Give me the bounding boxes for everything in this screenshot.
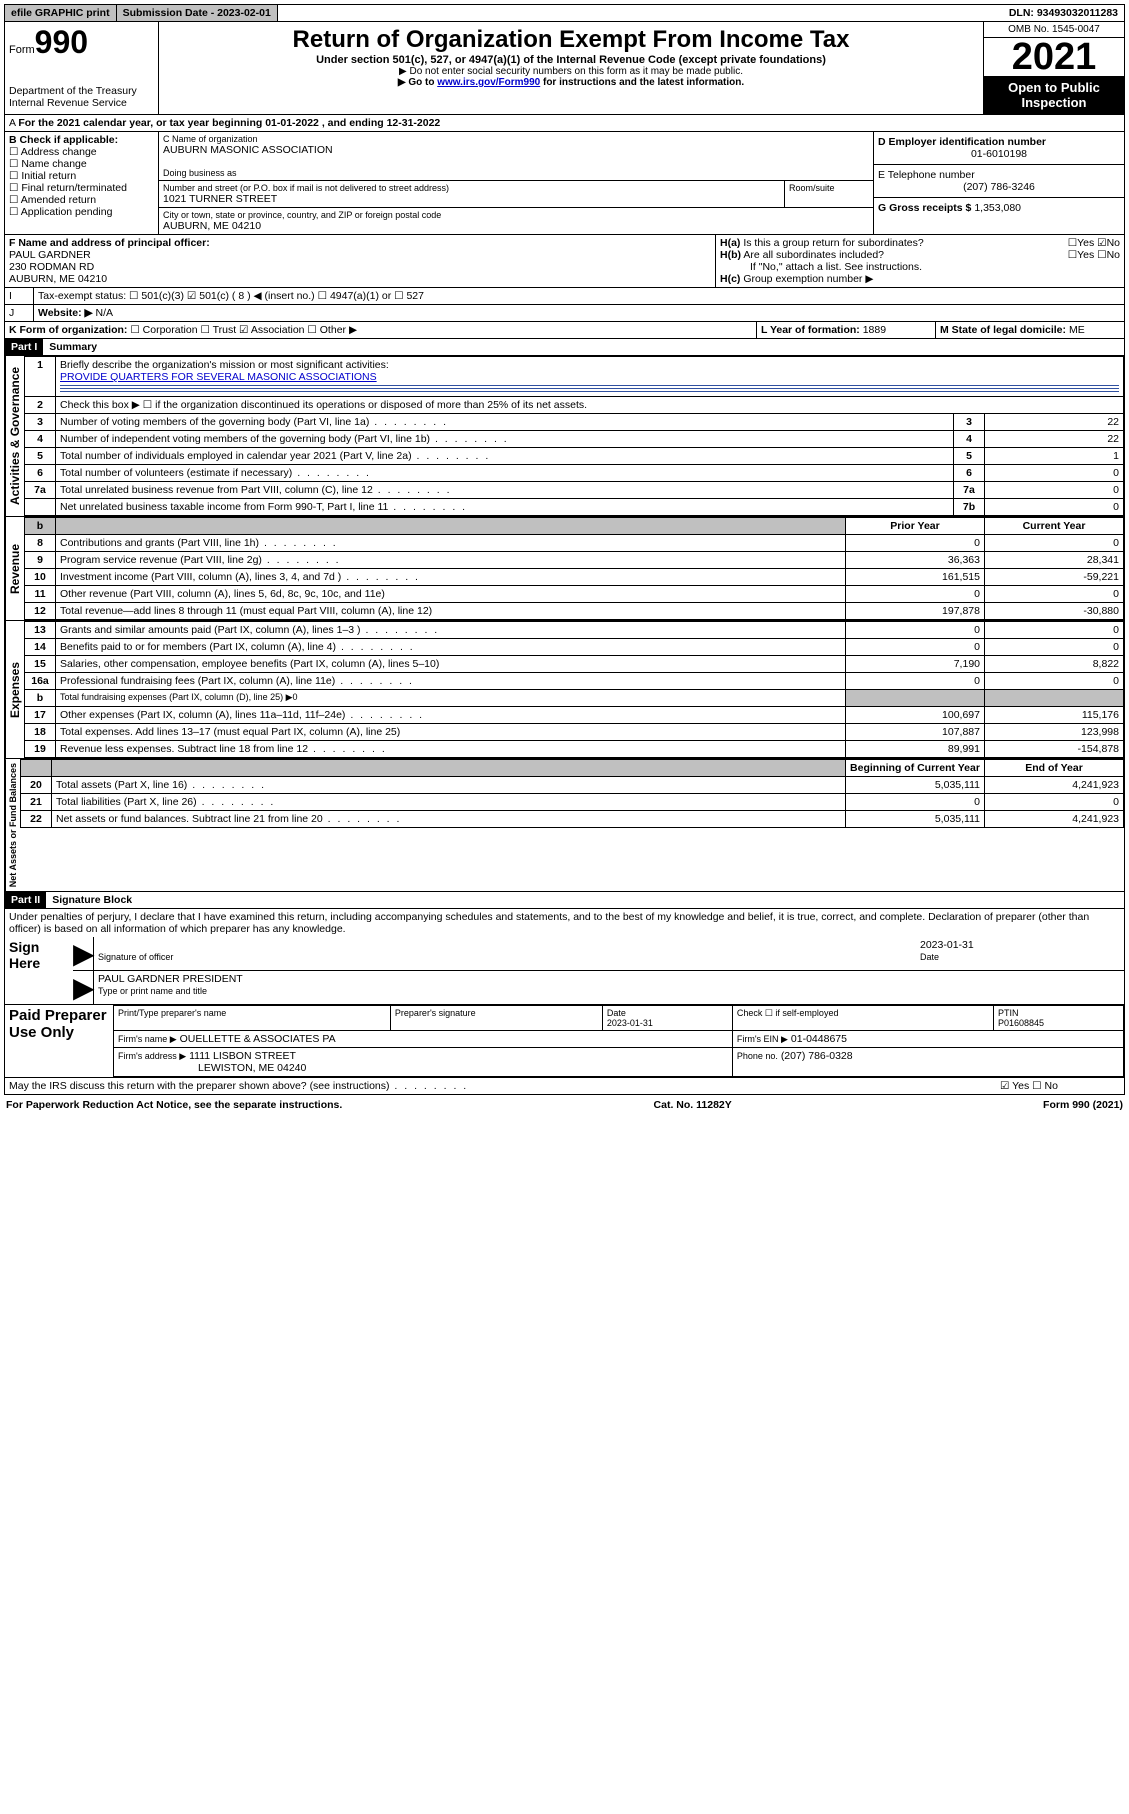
note-link: ▶ Go to www.irs.gov/Form990 for instruct…: [163, 77, 979, 88]
b-addr-change[interactable]: ☐ Address change: [9, 146, 154, 158]
exp-row: 19Revenue less expenses. Subtract line 1…: [25, 741, 1124, 758]
gov-row: 6Total number of volunteers (estimate if…: [25, 465, 1124, 482]
rev-vlabel: Revenue: [5, 517, 24, 620]
rev-row: 10Investment income (Part VIII, column (…: [25, 569, 1124, 586]
d-label: D Employer identification number: [878, 136, 1120, 148]
b-label: B Check if applicable:: [9, 134, 154, 146]
form-footer: For Paperwork Reduction Act Notice, see …: [4, 1095, 1125, 1115]
ha-text: Is this a group return for subordinates?: [743, 237, 923, 249]
k-label: K Form of organization:: [9, 324, 127, 336]
net-row: 21Total liabilities (Part X, line 26)00: [21, 794, 1124, 811]
room-label: Room/suite: [785, 181, 873, 207]
website: N/A: [95, 307, 113, 319]
line-klm: K Form of organization: ☐ Corporation ☐ …: [4, 322, 1125, 339]
ptin: P01608845: [998, 1018, 1044, 1028]
b-pending[interactable]: ☐ Application pending: [9, 206, 154, 218]
b-final[interactable]: ☐ Final return/terminated: [9, 182, 154, 194]
gov-row: 7aTotal unrelated business revenue from …: [25, 482, 1124, 499]
c-name-label: C Name of organization: [163, 134, 869, 144]
exp-vlabel: Expenses: [5, 621, 24, 758]
addr-label: Number and street (or P.O. box if mail i…: [163, 183, 780, 193]
tax-year: 2021: [984, 38, 1124, 76]
open-inspection: Open to Public Inspection: [984, 76, 1124, 114]
subtitle: Under section 501(c), 527, or 4947(a)(1)…: [163, 54, 979, 66]
firm-name: OUELLETTE & ASSOCIATES PA: [180, 1033, 336, 1045]
dba-label: Doing business as: [163, 168, 869, 178]
net-row: 22Net assets or fund balances. Subtract …: [21, 811, 1124, 828]
submission-date: Submission Date - 2023-02-01: [117, 5, 278, 21]
firm-ein: 01-0448675: [791, 1033, 847, 1045]
note-ssn: ▶ Do not enter social security numbers o…: [163, 66, 979, 77]
gov-row: 4Number of independent voting members of…: [25, 431, 1124, 448]
form-number: Form990: [9, 24, 154, 61]
b-initial[interactable]: ☐ Initial return: [9, 170, 154, 182]
part1-revenue: Revenue bPrior YearCurrent Year 8Contrib…: [4, 517, 1125, 621]
officer-sig-name: PAUL GARDNER PRESIDENT: [98, 973, 243, 985]
section-bcdeg: B Check if applicable: ☐ Address change …: [4, 132, 1125, 235]
part1-netassets: Net Assets or Fund Balances Beginning of…: [4, 759, 1125, 892]
org-name: AUBURN MASONIC ASSOCIATION: [163, 144, 869, 156]
line-i: I Tax-exempt status: ☐ 501(c)(3) ☑ 501(c…: [4, 288, 1125, 305]
mission-text[interactable]: PROVIDE QUARTERS FOR SEVERAL MASONIC ASS…: [60, 371, 377, 383]
discuss-row: May the IRS discuss this return with the…: [4, 1078, 1125, 1095]
rev-row: 11Other revenue (Part VIII, column (A), …: [25, 586, 1124, 603]
officer-addr1: 230 RODMAN RD: [9, 261, 94, 273]
part1-governance: Activities & Governance 1 Briefly descri…: [4, 356, 1125, 517]
form-header: Form990 Department of the Treasury Inter…: [4, 22, 1125, 115]
exp-row: 14Benefits paid to or for members (Part …: [25, 639, 1124, 656]
i-label: Tax-exempt status:: [38, 290, 126, 302]
exp-row: bTotal fundraising expenses (Part IX, co…: [25, 690, 1124, 707]
h-note: If "No," attach a list. See instructions…: [720, 261, 1120, 273]
f-label: F Name and address of principal officer:: [9, 237, 210, 249]
irs-link[interactable]: www.irs.gov/Form990: [437, 77, 540, 88]
gov-row: 5Total number of individuals employed in…: [25, 448, 1124, 465]
paid-preparer: Paid Preparer Use Only Print/Type prepar…: [4, 1005, 1125, 1078]
hc-text: Group exemption number ▶: [743, 273, 873, 285]
rev-row: 12Total revenue—add lines 8 through 11 (…: [25, 603, 1124, 620]
top-bar: efile GRAPHIC print Submission Date - 20…: [4, 4, 1125, 22]
preparer-phone: (207) 786-0328: [781, 1050, 853, 1062]
gross-receipts: 1,353,080: [974, 202, 1021, 214]
dln: DLN: 93493032011283: [278, 5, 1124, 21]
rev-row: 9Program service revenue (Part VIII, lin…: [25, 552, 1124, 569]
g-label: G Gross receipts $: [878, 202, 971, 214]
gov-row: Net unrelated business taxable income fr…: [25, 499, 1124, 516]
exp-row: 13Grants and similar amounts paid (Part …: [25, 622, 1124, 639]
j-label: Website: ▶: [38, 307, 93, 319]
ein: 01-6010198: [878, 148, 1120, 160]
city-label: City or town, state or province, country…: [163, 210, 869, 220]
efile-btn[interactable]: efile GRAPHIC print: [5, 5, 117, 21]
net-vlabel: Net Assets or Fund Balances: [5, 759, 20, 891]
sign-here: Sign Here ▶ Signature of officer 2023-01…: [4, 937, 1125, 1005]
rev-row: 8Contributions and grants (Part VIII, li…: [25, 535, 1124, 552]
declaration: Under penalties of perjury, I declare th…: [4, 909, 1125, 937]
exp-row: 18Total expenses. Add lines 13–17 (must …: [25, 724, 1124, 741]
gov-row: 3Number of voting members of the governi…: [25, 414, 1124, 431]
b-name-change[interactable]: ☐ Name change: [9, 158, 154, 170]
e-label: E Telephone number: [878, 169, 1120, 181]
net-row: 20Total assets (Part X, line 16)5,035,11…: [21, 777, 1124, 794]
part2-header: Part II Signature Block: [4, 892, 1125, 909]
hb-text: Are all subordinates included?: [743, 249, 884, 261]
street: 1021 TURNER STREET: [163, 193, 780, 205]
irs-label: Internal Revenue Service: [9, 97, 154, 109]
year-formation: 1889: [863, 324, 886, 336]
officer-name: PAUL GARDNER: [9, 249, 91, 261]
dept-treasury: Department of the Treasury: [9, 85, 154, 97]
officer-addr2: AUBURN, ME 04210: [9, 273, 107, 285]
city: AUBURN, ME 04210: [163, 220, 869, 232]
exp-row: 15Salaries, other compensation, employee…: [25, 656, 1124, 673]
line-j: J Website: ▶ N/A: [4, 305, 1125, 322]
line-a: A For the 2021 calendar year, or tax yea…: [4, 115, 1125, 132]
phone: (207) 786-3246: [878, 181, 1120, 193]
form-title: Return of Organization Exempt From Incom…: [163, 26, 979, 54]
gov-vlabel: Activities & Governance: [5, 356, 24, 516]
section-fh: F Name and address of principal officer:…: [4, 235, 1125, 288]
state-domicile: ME: [1069, 324, 1085, 336]
part1-header: Part I Summary: [4, 339, 1125, 356]
exp-row: 16aProfessional fundraising fees (Part I…: [25, 673, 1124, 690]
part1-expenses: Expenses 13Grants and similar amounts pa…: [4, 621, 1125, 759]
exp-row: 17Other expenses (Part IX, column (A), l…: [25, 707, 1124, 724]
b-amended[interactable]: ☐ Amended return: [9, 194, 154, 206]
